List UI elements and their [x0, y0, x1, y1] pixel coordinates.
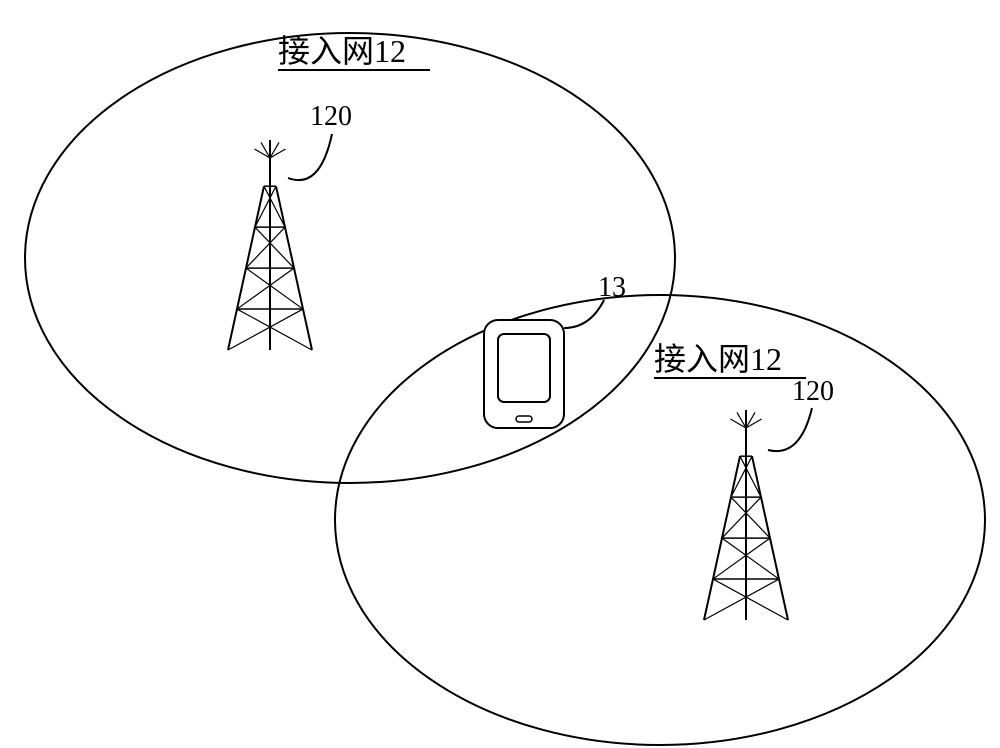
phone-refnum: 13 [598, 272, 626, 303]
phone-icon [484, 320, 564, 428]
tower-left-icon [228, 140, 312, 350]
tower-right-refnum: 120 [792, 376, 834, 407]
access-network-label-1: 接入网12 [278, 33, 406, 69]
tower-left-leader-line [288, 134, 332, 180]
tower-right-icon [704, 410, 788, 620]
tower-left-refnum: 120 [310, 101, 352, 132]
access-network-label-2: 接入网12 [654, 341, 782, 377]
tower-right-leader-line [768, 408, 812, 451]
